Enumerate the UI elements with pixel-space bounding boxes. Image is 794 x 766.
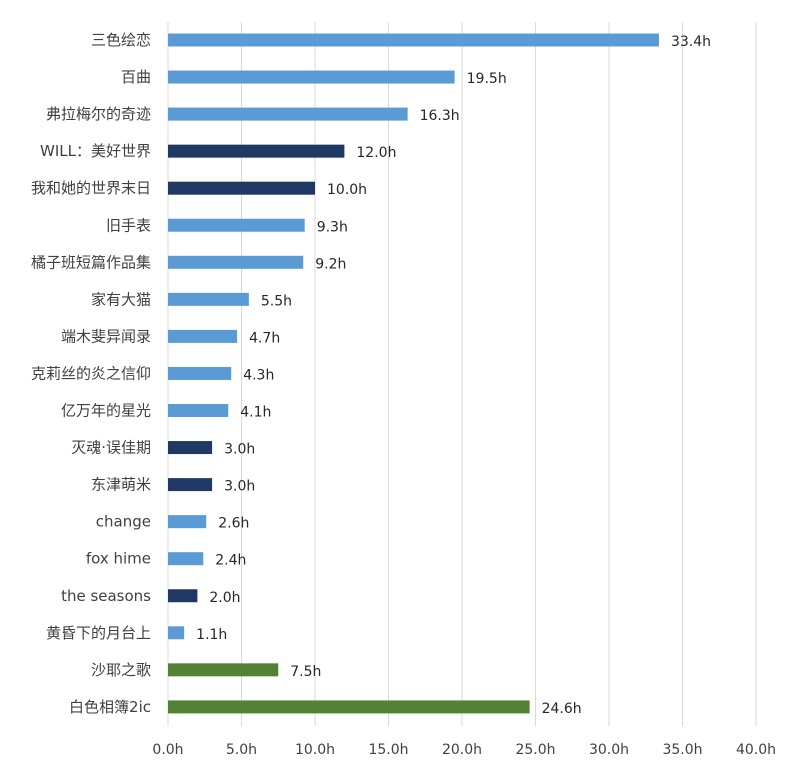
bar xyxy=(168,589,198,603)
bar xyxy=(168,515,207,529)
bar xyxy=(168,663,279,677)
value-label: 33.4h xyxy=(671,34,711,50)
category-label: 三色绘恋 xyxy=(91,31,151,49)
category-label: 旧手表 xyxy=(106,216,151,234)
x-tick-label: 35.0h xyxy=(662,742,702,758)
category-label: 灭魂·误佳期 xyxy=(71,439,151,457)
x-tick-label: 30.0h xyxy=(589,742,629,758)
value-label: 4.1h xyxy=(240,405,271,421)
x-tick-label: 0.0h xyxy=(152,742,183,758)
x-tick-label: 10.0h xyxy=(295,742,335,758)
category-label: 亿万年的星光 xyxy=(61,402,151,420)
value-label: 16.3h xyxy=(420,108,460,124)
bar xyxy=(168,441,213,455)
bar xyxy=(168,404,229,417)
category-label: 黄昏下的月台上 xyxy=(46,624,151,642)
x-tick-label: 5.0h xyxy=(226,742,257,758)
category-label: 家有大猫 xyxy=(91,290,151,308)
x-tick-label: 40.0h xyxy=(736,742,776,758)
value-labels: 33.4h 19.5h 16.3h 12.0h 10.0h 9.3h 9.2h 5.5h 4.7… xyxy=(196,34,711,717)
bar xyxy=(168,144,345,158)
value-label: 9.2h xyxy=(315,256,346,272)
category-label: 百曲 xyxy=(121,68,151,86)
bar xyxy=(168,366,232,380)
bar xyxy=(168,700,530,714)
value-label: 3.0h xyxy=(224,442,255,458)
category-label: change xyxy=(96,513,151,531)
x-axis-tick-labels: 0.0h 5.0h 10.0h 15.0h 20.0h 25.0h 30.0h 35.0h 40… xyxy=(152,742,776,758)
bar xyxy=(168,218,305,232)
bar xyxy=(168,255,304,269)
value-label: 4.7h xyxy=(249,330,280,346)
bar xyxy=(168,181,315,195)
value-label: 12.0h xyxy=(356,145,396,161)
category-label: 沙耶之歌 xyxy=(91,661,151,679)
bar xyxy=(168,107,408,121)
value-label: 24.6h xyxy=(542,701,582,717)
value-label: 2.0h xyxy=(209,590,240,606)
x-tick-label: 25.0h xyxy=(515,742,555,758)
category-label: 白色相簿2ic xyxy=(69,698,151,716)
category-label: 橘子班短篇作品集 xyxy=(31,253,151,271)
bar xyxy=(168,552,204,566)
value-label: 1.1h xyxy=(196,627,227,643)
value-label: 9.3h xyxy=(317,219,348,235)
bar xyxy=(168,33,659,47)
value-label: 3.0h xyxy=(224,479,255,495)
value-label: 10.0h xyxy=(327,182,367,198)
category-label: 端木斐异闻录 xyxy=(61,327,151,345)
value-label: 2.6h xyxy=(218,516,249,532)
bar xyxy=(168,70,455,84)
value-label: 19.5h xyxy=(467,71,507,87)
gridlines xyxy=(167,22,757,726)
category-label: the seasons xyxy=(61,587,151,605)
bar xyxy=(168,626,185,640)
value-label: 7.5h xyxy=(290,664,321,680)
category-label: 我和她的世界末日 xyxy=(31,179,151,197)
x-tick-label: 15.0h xyxy=(368,742,408,758)
bar xyxy=(168,292,249,306)
bars-group xyxy=(168,33,659,714)
x-tick-label: 20.0h xyxy=(442,742,482,758)
category-label: 克莉丝的炎之信仰 xyxy=(31,364,151,382)
category-label: 弗拉梅尔的奇迹 xyxy=(46,105,151,123)
value-label: 4.3h xyxy=(243,367,274,383)
category-label: WILL：美好世界 xyxy=(40,142,151,160)
category-label: 东津萌米 xyxy=(91,476,151,494)
bar xyxy=(168,478,213,492)
bar xyxy=(168,329,238,343)
value-label: 5.5h xyxy=(261,293,292,309)
category-label: fox hime xyxy=(86,550,151,568)
value-label: 2.4h xyxy=(215,553,246,569)
